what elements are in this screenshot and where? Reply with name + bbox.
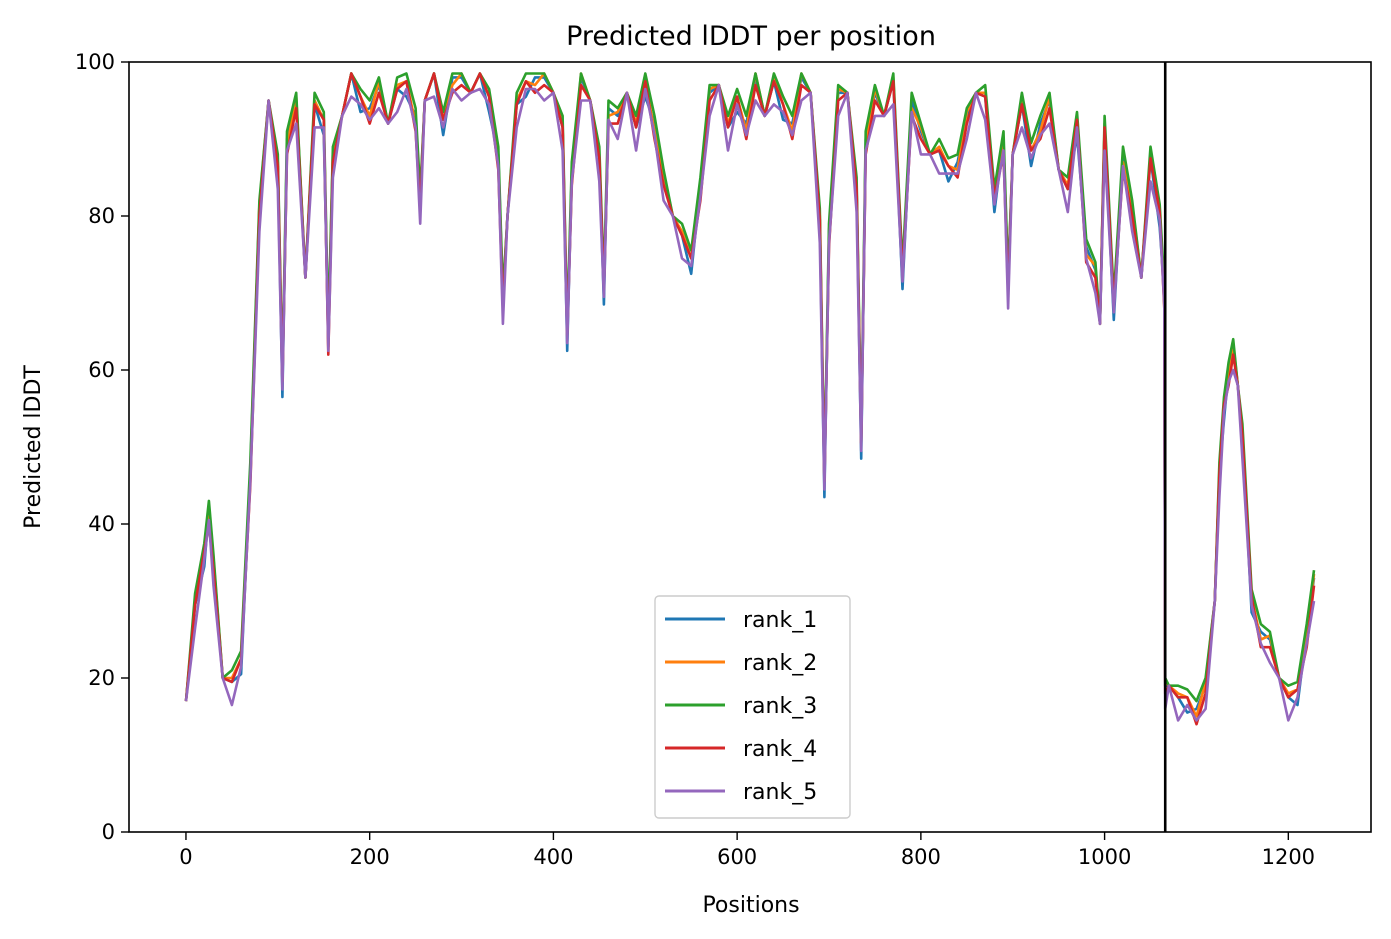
series-line-rank_5 xyxy=(184,83,1316,722)
legend-box xyxy=(654,595,851,819)
legend: rank_1 rank_2 rank_3 rank_4 rank_5 xyxy=(654,595,851,819)
x-axis: 0 200 400 600 800 1000 1200 xyxy=(179,832,1315,869)
x-tick-label: 800 xyxy=(901,845,941,869)
y-tick-label: 60 xyxy=(88,358,115,382)
chart-title: Predicted lDDT per position xyxy=(566,21,936,52)
y-tick-label: 100 xyxy=(75,50,115,74)
x-tick-label: 1000 xyxy=(1078,845,1131,869)
legend-label-rank_5: rank_5 xyxy=(743,780,817,805)
series-lines xyxy=(184,62,1316,832)
plot-frame xyxy=(128,61,1372,833)
x-tick-label: 1200 xyxy=(1262,845,1315,869)
x-tick-label: 200 xyxy=(350,845,390,869)
legend-label-rank_1: rank_1 xyxy=(743,608,817,633)
y-tick-label: 40 xyxy=(88,512,115,536)
y-tick-label: 20 xyxy=(88,666,115,690)
x-tick-label: 0 xyxy=(179,845,192,869)
x-tick-label: 600 xyxy=(717,845,757,869)
x-tick-label: 400 xyxy=(533,845,573,869)
legend-label-rank_2: rank_2 xyxy=(743,651,817,676)
legend-label-rank_4: rank_4 xyxy=(743,737,817,762)
plot-area xyxy=(128,61,1372,833)
y-axis-label: Predicted lDDT xyxy=(21,365,46,529)
x-axis-label: Positions xyxy=(702,893,799,918)
y-tick-label: 80 xyxy=(88,204,115,228)
y-tick-label: 0 xyxy=(102,820,115,844)
legend-label-rank_3: rank_3 xyxy=(743,694,817,719)
y-axis: 0 20 40 60 80 100 xyxy=(75,50,129,844)
